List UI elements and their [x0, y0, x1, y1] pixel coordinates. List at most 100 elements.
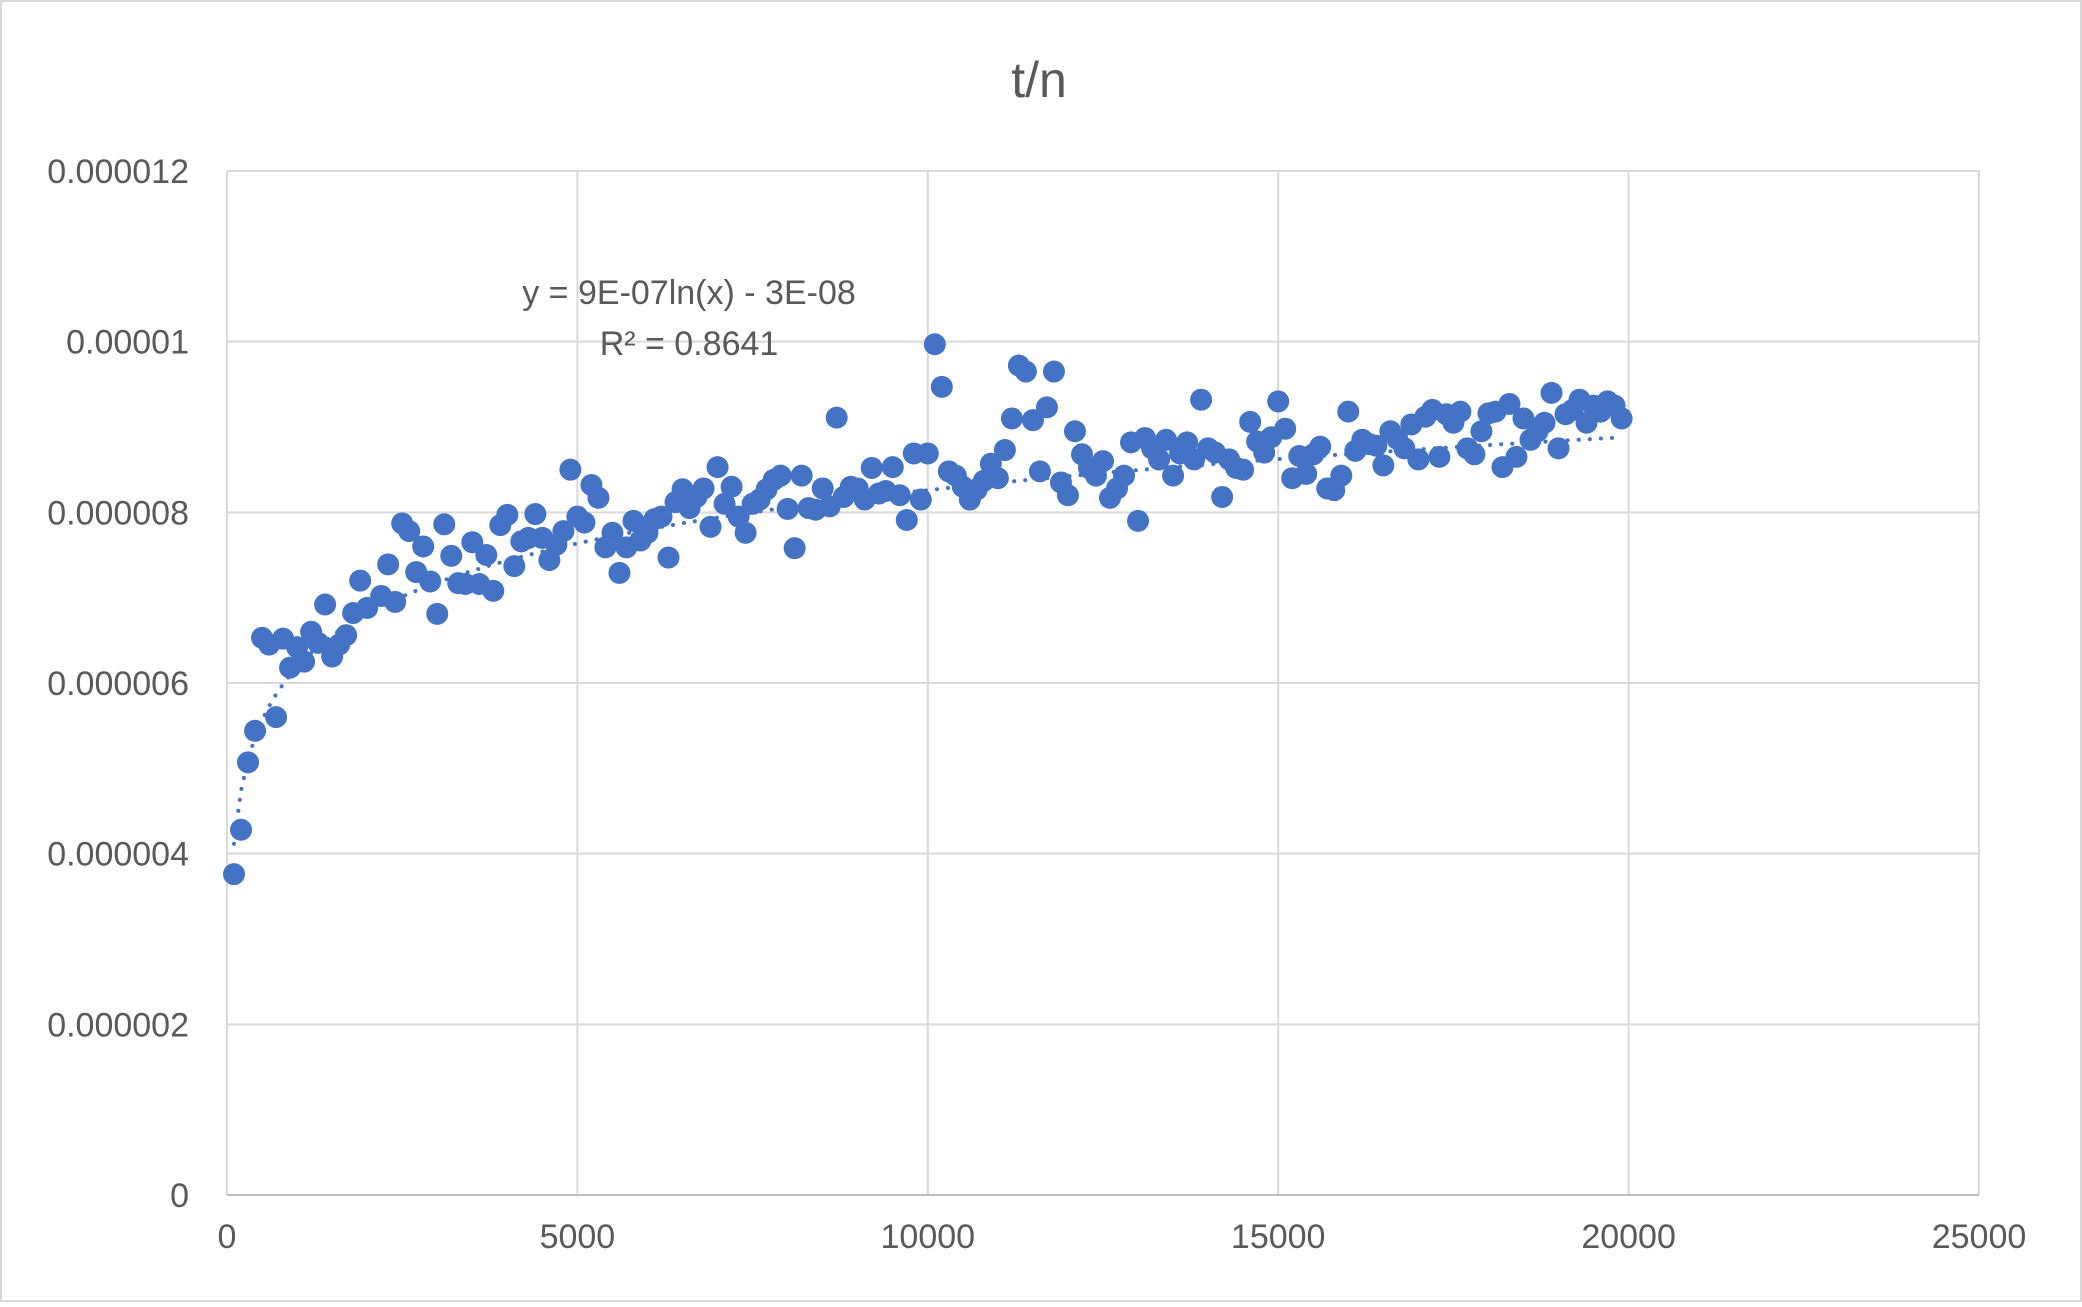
data-point: [426, 602, 449, 625]
data-point: [825, 406, 848, 429]
y-tick-label: 0.000004: [47, 836, 189, 874]
data-point: [475, 544, 498, 566]
data-point: [440, 544, 463, 567]
data-point: [1176, 431, 1199, 454]
data-point: [1533, 411, 1556, 434]
data-point: [895, 509, 918, 532]
data-point: [811, 477, 834, 500]
data-point: [720, 475, 743, 498]
data-point: [1148, 448, 1171, 471]
data-point: [349, 569, 372, 592]
data-point: [881, 456, 904, 479]
data-point: [1127, 509, 1150, 532]
y-tick-label: 0.000006: [47, 665, 189, 703]
data-point: [1021, 409, 1044, 432]
data-point: [1190, 388, 1213, 411]
data-point: [1274, 417, 1297, 440]
chart-title: t/n: [1011, 52, 1067, 108]
trendline-path: [232, 435, 1624, 846]
data-point: [1372, 454, 1395, 477]
data-point: [1463, 443, 1486, 466]
data-point: [587, 486, 610, 509]
data-point: [713, 492, 736, 515]
data-point: [1428, 445, 1451, 468]
data-point: [601, 521, 624, 544]
data-point: [930, 375, 953, 398]
data-point: [1505, 445, 1528, 468]
data-point: [1211, 485, 1234, 508]
data-point: [1295, 462, 1318, 485]
y-tick-label: 0.000008: [47, 494, 189, 532]
data-point: [769, 464, 792, 487]
data-point: [1000, 407, 1023, 430]
x-tick-label: 25000: [1932, 1218, 2027, 1256]
data-point: [377, 553, 400, 576]
data-point: [1365, 434, 1388, 457]
data-point: [433, 513, 456, 536]
data-point: [790, 464, 813, 487]
data-point: [1337, 400, 1360, 423]
data-point: [1063, 420, 1086, 443]
data-point: [909, 488, 932, 511]
data-point: [244, 719, 267, 742]
trendline: [232, 435, 1624, 846]
x-tick-label: 15000: [1231, 1218, 1326, 1256]
gridlines: [226, 170, 1980, 1196]
x-tick-label: 20000: [1581, 1218, 1676, 1256]
y-tick-label: 0.000012: [47, 153, 189, 191]
data-point: [1056, 484, 1079, 507]
data-point: [384, 590, 407, 613]
trendline-equation-label: y = 9E-07ln(x) - 3E-08: [522, 274, 856, 312]
data-point: [1035, 396, 1058, 419]
data-point: [419, 570, 442, 593]
data-point: [314, 593, 337, 616]
data-point: [1330, 464, 1353, 487]
data-point: [559, 458, 582, 481]
axes: 0 5000 10000 15000 20000 25000 0 0.000002 0.0000…: [47, 153, 2026, 1256]
data-point: [608, 561, 631, 584]
data-point: [335, 624, 358, 647]
x-tick-label: 10000: [881, 1218, 976, 1256]
data-point: [1449, 400, 1472, 423]
data-point: [1092, 450, 1114, 473]
data-point: [650, 505, 673, 528]
data-point: [1309, 435, 1332, 458]
data-point: [1042, 360, 1065, 383]
data-point: [230, 818, 253, 841]
data-point: [1113, 464, 1136, 487]
data-point: [293, 650, 316, 673]
data-point: [412, 535, 435, 558]
data-point: [986, 467, 1009, 490]
data-point: [734, 521, 757, 544]
data-point: [307, 631, 330, 654]
x-tick-label: 5000: [540, 1218, 616, 1256]
data-point: [1407, 448, 1430, 471]
data-point: [706, 456, 729, 479]
y-tick-label: 0.00001: [66, 324, 189, 362]
data-point: [1155, 428, 1178, 451]
data-point: [552, 520, 575, 543]
data-point: [573, 511, 596, 534]
data-point: [1014, 360, 1037, 383]
data-points: [223, 333, 1633, 886]
data-point: [1470, 420, 1493, 443]
data-point: [923, 333, 946, 356]
data-point: [1498, 392, 1521, 415]
trendline-r2-label: R² = 0.8641: [600, 325, 779, 363]
data-point: [888, 484, 911, 507]
data-point: [1547, 437, 1570, 460]
data-point: [265, 706, 288, 729]
data-point: [1028, 460, 1051, 483]
data-point: [1267, 390, 1290, 413]
data-point: [1610, 407, 1633, 430]
data-point: [496, 503, 519, 526]
data-point: [482, 579, 505, 602]
data-point: [860, 456, 883, 479]
data-point: [993, 439, 1016, 462]
data-point: [1239, 410, 1262, 433]
data-point: [1540, 381, 1563, 404]
data-point: [237, 751, 260, 774]
data-point: [916, 442, 939, 465]
